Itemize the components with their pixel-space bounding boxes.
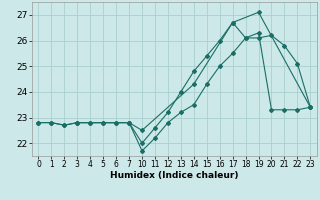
X-axis label: Humidex (Indice chaleur): Humidex (Indice chaleur) (110, 171, 239, 180)
